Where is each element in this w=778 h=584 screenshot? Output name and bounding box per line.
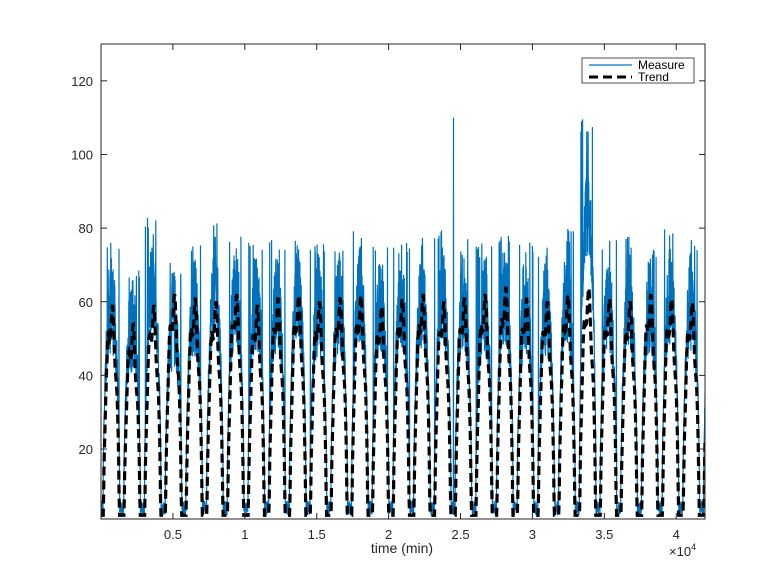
series-layer [101,117,705,518]
x-tick-label: 1 [241,527,248,542]
series-line-trend [101,286,705,517]
tick-layer: 0.5 1 1.5 2 2.5 3 3.5 4 20 40 60 80 100 120 [71,44,705,542]
series-line-measure [101,117,705,518]
x-axis-exponent: ×104 [669,542,696,559]
y-tick-label: 120 [71,74,93,89]
axes-box [100,43,706,520]
legend: Measure Trend [581,57,695,84]
legend-label-trend: Trend [638,70,669,84]
y-tick-label: 40 [79,368,93,383]
legend-box [581,57,695,84]
x-tick-label: 3 [529,527,536,542]
x-axis-label: time (min) [371,540,433,556]
y-tick-label: 20 [79,442,93,457]
y-tick-label: 60 [79,295,93,310]
x-tick-label: 0.5 [164,527,182,542]
y-tick-label: 100 [71,147,93,162]
y-tick-label: 80 [79,221,93,236]
x-tick-label: 2.5 [451,527,469,542]
x-tick-label: 3.5 [595,527,613,542]
x-tick-label: 1.5 [308,527,326,542]
x-tick-label: 2 [385,527,392,542]
legend-label-measure: Measure [638,58,685,72]
x-tick-label: 4 [673,527,680,542]
